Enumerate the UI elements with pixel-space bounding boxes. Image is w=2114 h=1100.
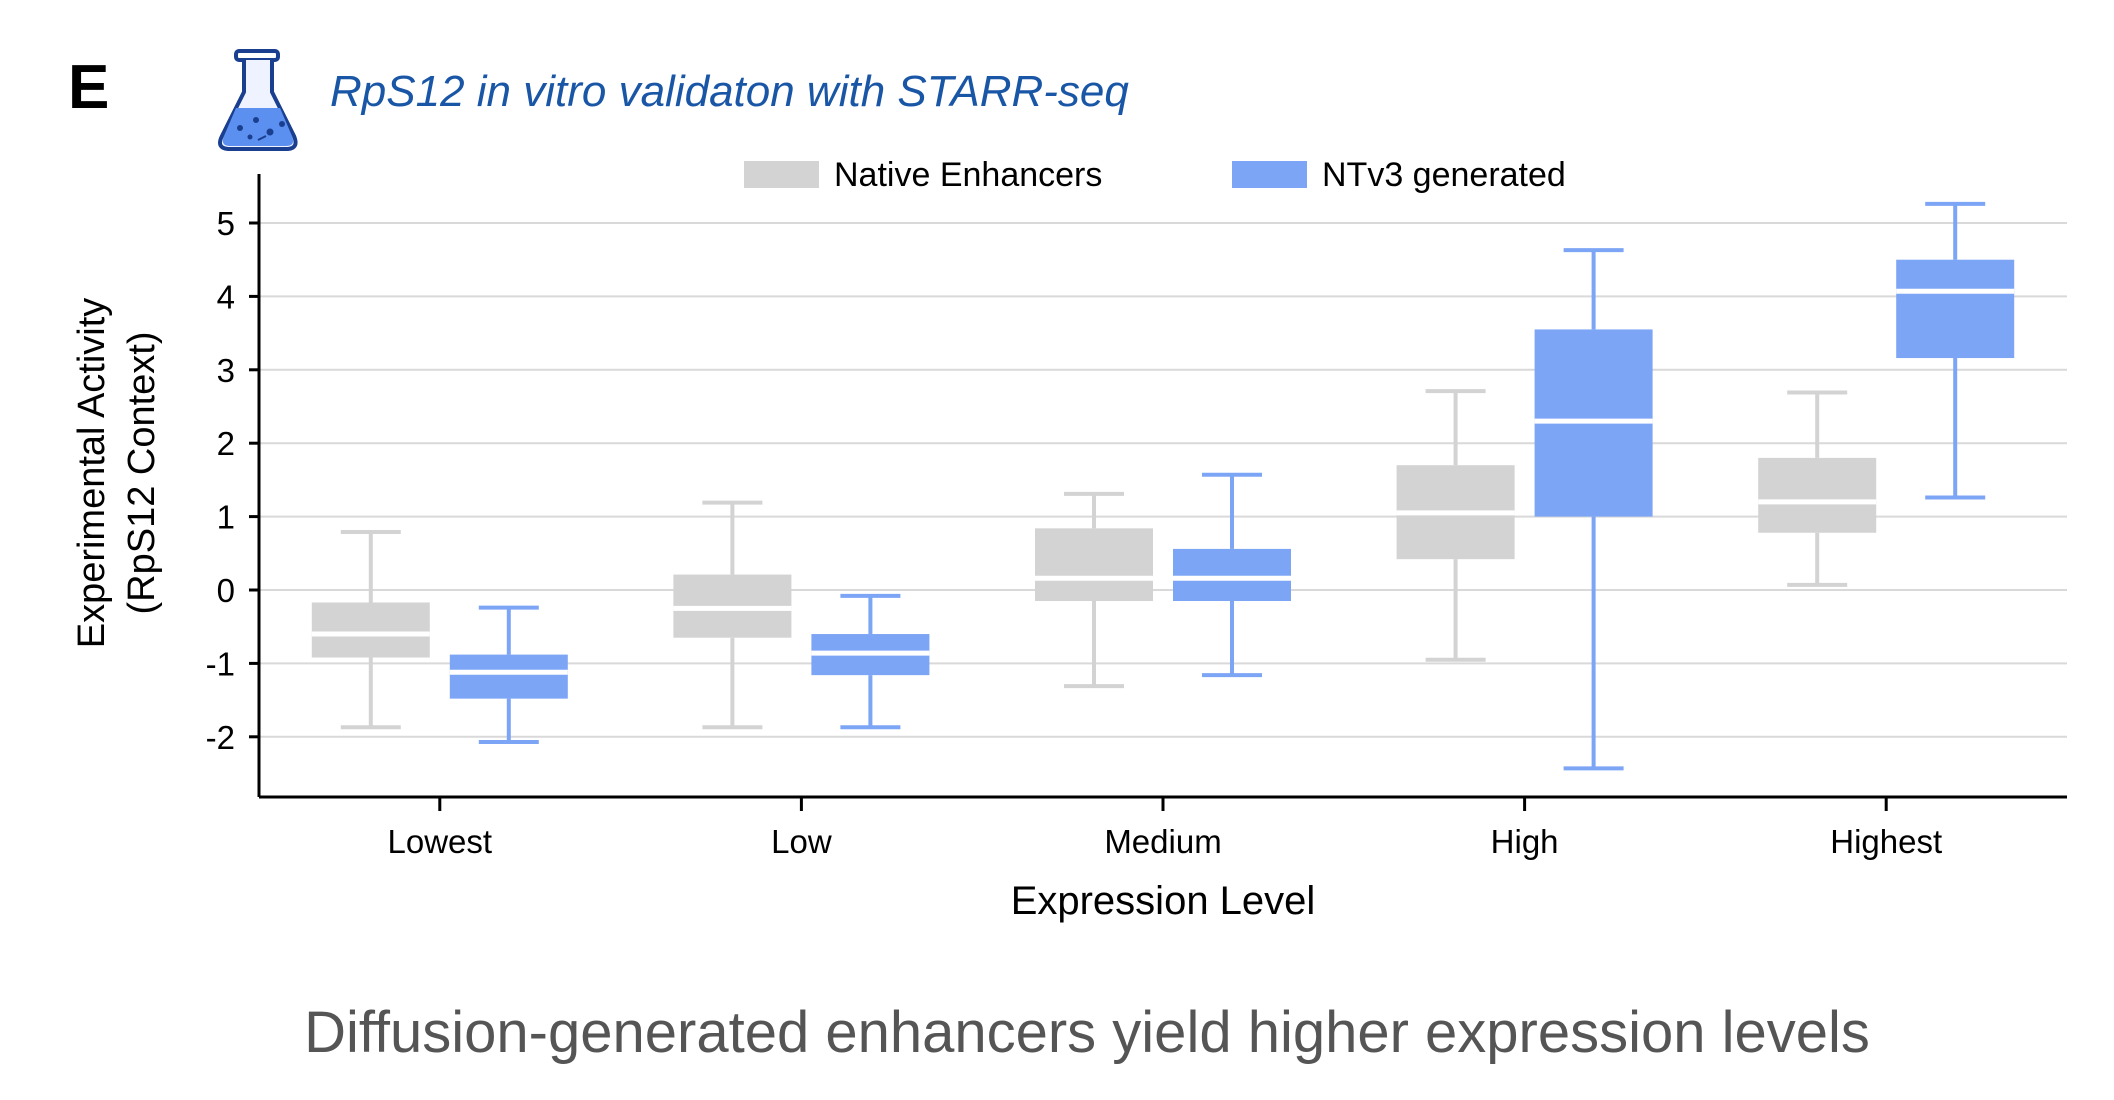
box-body	[1173, 548, 1291, 602]
flask-icon	[218, 49, 298, 151]
panel-title: RpS12 in vitro validaton with STARR-seq	[330, 67, 1129, 116]
box-native-highest	[1758, 390, 1877, 587]
y-axis-title-line1: Experimental Activity	[71, 298, 113, 649]
y-tick-label: 0	[217, 572, 235, 609]
panel-label: E	[68, 53, 109, 122]
box-generated-highest	[1896, 201, 2015, 500]
y-tick-label: -1	[206, 645, 235, 682]
legend-swatch-native	[744, 161, 819, 188]
legend-label-native: Native Enhancers	[834, 156, 1102, 194]
box-native-low	[673, 500, 792, 730]
box-body	[1758, 457, 1877, 533]
x-axis-title: Expression Level	[1011, 879, 1316, 923]
box-native-lowest	[311, 530, 430, 730]
box-series	[311, 201, 2015, 771]
x-tick-label: Lowest	[388, 823, 493, 860]
legend-swatch-generated	[1232, 161, 1307, 188]
box-native-medium	[1035, 491, 1153, 689]
box-native-high	[1396, 389, 1515, 662]
box-body	[1896, 259, 2015, 359]
y-tick-label: 4	[217, 278, 235, 315]
legend: Native Enhancers NTv3 generated	[744, 156, 1566, 194]
x-tick-label: Medium	[1104, 823, 1221, 860]
x-tick-label: Low	[771, 823, 832, 860]
box-body	[1035, 528, 1153, 602]
y-axis-title-line2: (RpS12 Context)	[121, 331, 163, 614]
x-tick-label: Highest	[1830, 823, 1942, 860]
box-generated-low	[811, 593, 930, 730]
y-tick-label: 3	[217, 352, 235, 389]
x-tick-label: High	[1491, 823, 1559, 860]
figure-caption: Diffusion-generated enhancers yield high…	[304, 1000, 1870, 1065]
x-ticks: Lowest Low Medium High Highest	[388, 797, 1942, 860]
y-tick-label: 1	[217, 499, 235, 536]
box-generated-medium	[1173, 472, 1291, 678]
y-tick-label: -2	[206, 719, 235, 756]
legend-label-generated: NTv3 generated	[1322, 156, 1566, 194]
box-generated-lowest	[449, 605, 568, 744]
box-body	[449, 654, 568, 699]
box-body	[311, 602, 430, 658]
y-ticks: -2 -1 0 1 2 3 4 5	[206, 205, 259, 756]
y-tick-label: 2	[217, 425, 235, 462]
y-tick-label: 5	[217, 205, 235, 242]
box-generated-high	[1534, 248, 1653, 771]
